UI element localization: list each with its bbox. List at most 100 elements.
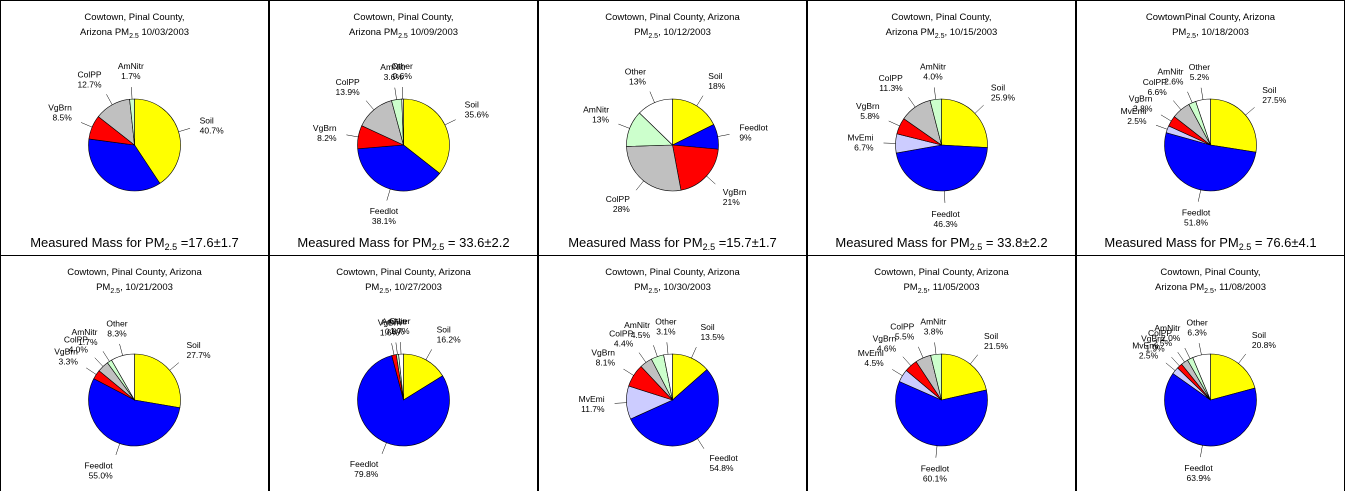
slice-label: Soil xyxy=(984,331,998,341)
leader-line xyxy=(653,345,657,356)
title-date: , 10/27/2003 xyxy=(389,282,442,293)
slice-value: 79.8% xyxy=(354,469,379,479)
slice-label: Feedlot xyxy=(350,459,379,469)
leader-line xyxy=(1161,115,1171,121)
leader-line xyxy=(395,88,397,100)
slice-label: Soil xyxy=(991,82,1005,92)
slice-value: 8.1% xyxy=(596,358,616,368)
leader-line xyxy=(636,181,644,190)
leader-line xyxy=(1201,88,1203,100)
note-value: = 33.6±2.2 xyxy=(444,235,509,250)
title-line: PM2.5, 11/05/2003 xyxy=(903,282,979,295)
leader-line xyxy=(131,87,132,99)
leader-line xyxy=(944,191,945,203)
slice-value: 2.0% xyxy=(1161,333,1181,343)
leader-line xyxy=(1185,348,1190,359)
title-line: PM2.5, 10/12/2003 xyxy=(634,27,711,40)
slice-label: Soil xyxy=(700,322,714,332)
title-subscript: 2.5 xyxy=(935,33,945,40)
slice-value: 21% xyxy=(723,197,740,207)
slice-value: 5.8% xyxy=(860,111,880,121)
slice-value: 5.2% xyxy=(1190,72,1210,82)
mass-note: Measured Mass for PM2.5 =17.6±1.7 xyxy=(30,235,239,252)
title-date: , 10/18/2003 xyxy=(1196,27,1249,38)
slice-value: 60.1% xyxy=(923,474,948,484)
leader-line xyxy=(667,342,668,354)
title-text: Arizona PM xyxy=(80,27,129,38)
title-subscript: 2.5 xyxy=(918,288,928,295)
title-text: Arizona PM xyxy=(349,27,398,38)
slice-label: VgBrn xyxy=(313,123,337,133)
pie-slice xyxy=(942,99,988,148)
note-text: Measured Mass for PM xyxy=(568,235,702,250)
slice-label: ColPP xyxy=(890,322,914,332)
leader-line xyxy=(366,101,374,110)
title-date: , 11/05/2003 xyxy=(927,282,979,293)
title-line: Cowtown, Pinal County, Arizona xyxy=(67,267,202,278)
slice-label: Feedlot xyxy=(931,209,960,219)
note-subscript: 2.5 xyxy=(165,242,178,252)
title-text: PM xyxy=(903,282,917,293)
slice-value: 8.5% xyxy=(52,113,72,123)
leader-line xyxy=(935,342,936,354)
mass-note: Measured Mass for PM2.5 = 33.8±2.2 xyxy=(835,235,1047,252)
note-subscript: 2.5 xyxy=(970,242,983,252)
slice-value: 1.7% xyxy=(78,337,98,347)
title-subscript: 2.5 xyxy=(398,33,408,40)
slice-label: Soil xyxy=(200,115,214,125)
leader-line xyxy=(908,97,915,107)
slice-label: VgBrn xyxy=(873,333,897,343)
title-subscript: 2.5 xyxy=(1186,33,1196,40)
slice-label: AmNitr xyxy=(72,327,98,337)
slice-label: AmNitr xyxy=(118,61,144,71)
slice-value: 2.6% xyxy=(1164,77,1184,87)
leader-line xyxy=(179,128,190,131)
leader-line xyxy=(95,358,103,367)
slice-value: 6.3% xyxy=(1187,327,1207,337)
title-date: 10/09/2003 xyxy=(408,27,458,38)
title-line: PM2.5, 10/21/2003 xyxy=(96,282,173,295)
title-line: PM2.5, 10/18/2003 xyxy=(1172,27,1249,40)
title-text: PM xyxy=(634,27,648,38)
slice-value: 6.6% xyxy=(1147,87,1167,97)
leader-line xyxy=(426,349,432,359)
slice-value: 12.7% xyxy=(77,80,102,90)
title-text: PM xyxy=(634,282,648,293)
leader-line xyxy=(86,368,96,375)
slice-label: Soil xyxy=(186,340,200,350)
leader-line xyxy=(918,347,923,358)
title-date: , 10/12/2003 xyxy=(658,27,711,38)
title-subscript: 2.5 xyxy=(379,288,389,295)
leader-line xyxy=(639,353,646,363)
slice-value: 4.0% xyxy=(923,72,943,82)
title-line: Arizona PM2.5, 10/15/2003 xyxy=(886,27,998,40)
leader-line xyxy=(697,96,703,106)
leader-line xyxy=(400,342,401,354)
leader-line xyxy=(1178,352,1185,362)
slice-value: 0.6% xyxy=(393,71,413,81)
slice-label: VgBrn xyxy=(591,348,615,358)
slice-label: Soil xyxy=(708,71,722,81)
slice-label: Other xyxy=(625,66,646,76)
slice-value: 3.3% xyxy=(59,356,79,366)
slice-value: 27.7% xyxy=(186,350,211,360)
slice-value: 40.7% xyxy=(200,125,225,135)
pie-slice xyxy=(1211,99,1257,152)
slice-label: AmNitr xyxy=(583,104,609,114)
leader-line xyxy=(623,369,633,375)
slice-value: 4.6% xyxy=(877,343,897,353)
slice-label: VgBrn xyxy=(856,101,880,111)
slice-label: Soil xyxy=(1262,85,1276,95)
leader-line xyxy=(1200,445,1202,457)
leader-line xyxy=(445,120,456,125)
slice-value: 8.3% xyxy=(107,328,127,338)
slice-value: 5.5% xyxy=(895,332,915,342)
title-line: Cowtown, Pinal County, xyxy=(84,12,184,23)
slice-value: 11.3% xyxy=(879,83,903,93)
leader-line xyxy=(650,92,655,103)
slice-value: 1.7% xyxy=(121,71,141,81)
slice-label: Feedlot xyxy=(1184,463,1213,473)
leader-line xyxy=(718,134,730,136)
title-line: CowtownPinal County, Arizona xyxy=(1146,12,1276,23)
leader-line xyxy=(106,94,112,104)
